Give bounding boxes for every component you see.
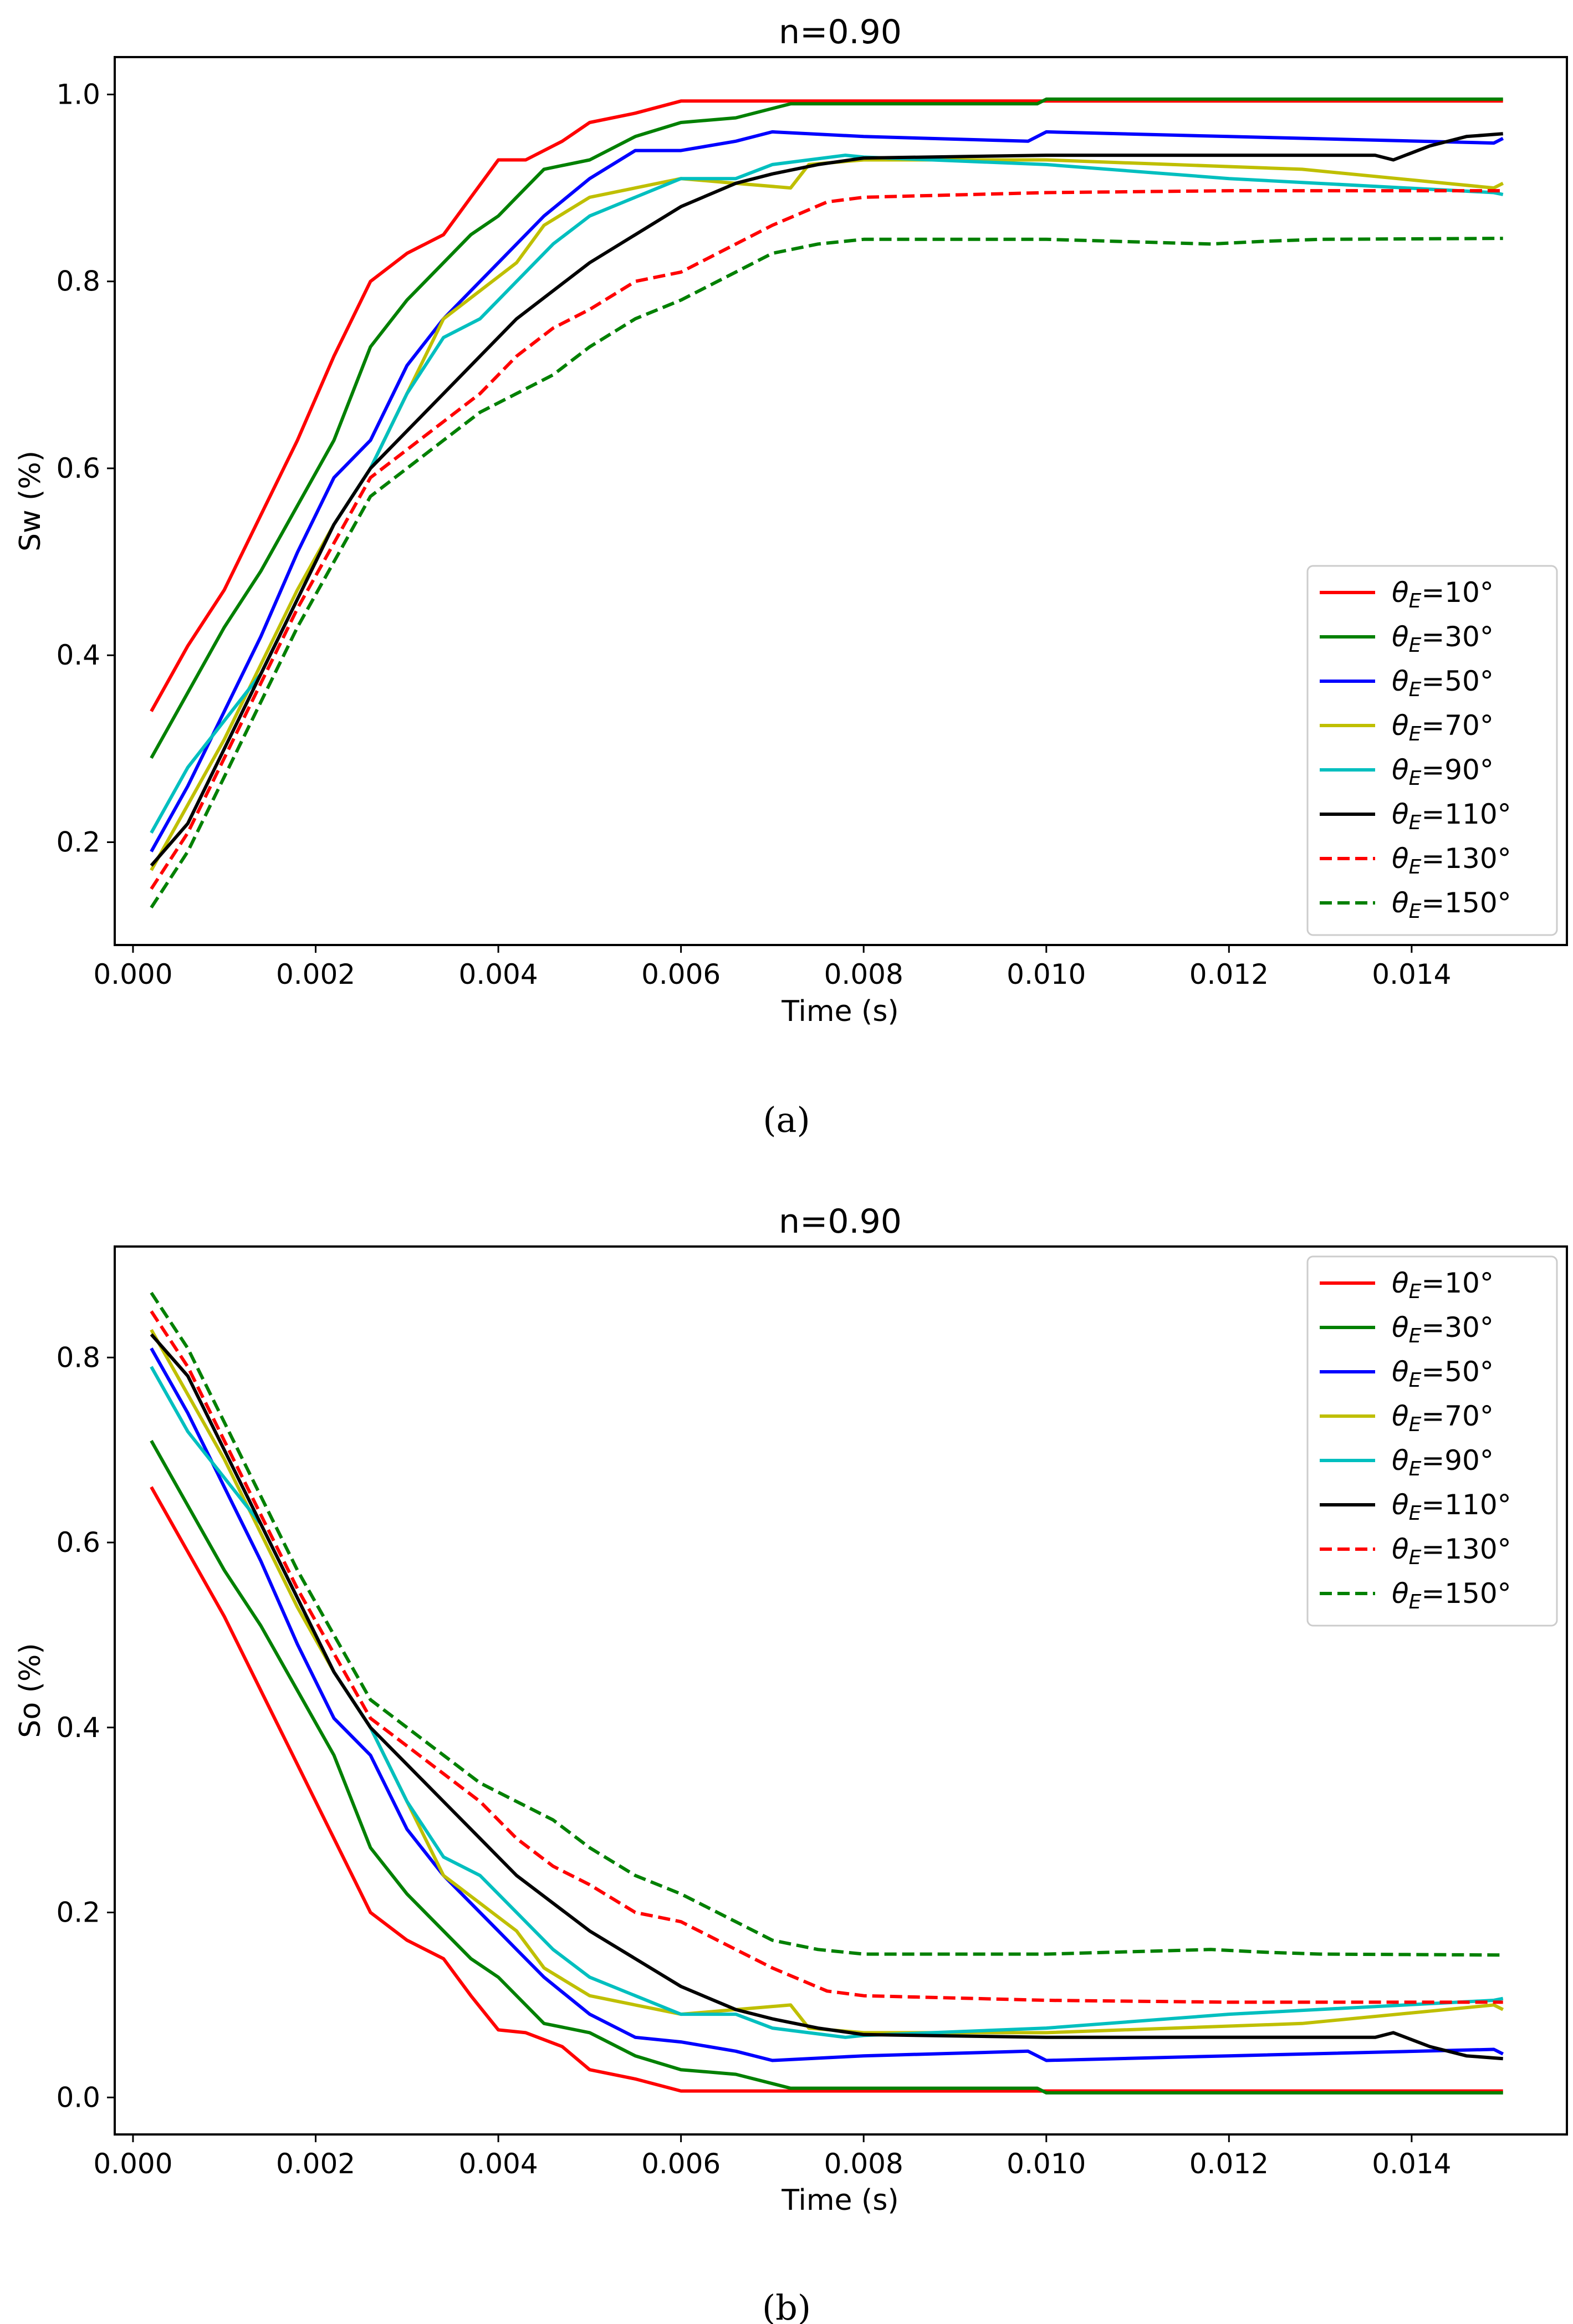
- legend-label: θE=30°: [1392, 621, 1494, 657]
- x-tick-label: 0.014: [1372, 958, 1451, 990]
- legend-label: θE=130°: [1392, 842, 1511, 878]
- legend-label: θE=150°: [1392, 887, 1511, 923]
- legend-box: [1306, 1255, 1558, 1627]
- y-tick-label: 0.2: [56, 1897, 100, 1929]
- legend-label: θE=110°: [1392, 798, 1511, 834]
- x-tick-label: 0.014: [1372, 2148, 1451, 2180]
- series-line-6: [150, 132, 1503, 867]
- legend-label: θE=130°: [1392, 1533, 1511, 1569]
- y-tick-label: 0.4: [56, 639, 100, 671]
- series-line-7: [150, 189, 1503, 890]
- y-axis-label: Sw (%): [14, 451, 47, 551]
- legend-label: θE=90°: [1392, 1444, 1494, 1480]
- plot-area: 0.000 0.002 0.004 0.006 0.008 0.010 0.012 0.014…: [56, 78, 1504, 990]
- x-tick-label: 0.008: [824, 2148, 903, 2180]
- x-tick-label: 0.010: [1007, 2148, 1086, 2180]
- legend-label: θE=10°: [1392, 1267, 1494, 1303]
- series-line-8: [150, 1291, 1503, 1957]
- y-axis-label: So (%): [14, 1643, 47, 1738]
- legend: θE=10° θE=30° θE=50° θE=70° θE=90° θE=110° θE=…: [1306, 1255, 1558, 1627]
- legend: θE=10° θE=30° θE=50° θE=70° θE=90° θE=110° θE=…: [1306, 565, 1558, 936]
- x-tick-label: 0.002: [276, 2148, 355, 2180]
- legend-box: [1306, 565, 1558, 936]
- x-axis-label: Time (s): [781, 2184, 898, 2217]
- series-line-3: [150, 130, 1504, 852]
- chart-panel-b: n=0.90 0.000 0.002 0.004 0.006 0.008 0.010 0.0…: [14, 1202, 1568, 2324]
- x-tick-label: 0.004: [459, 958, 538, 990]
- series-line-8: [150, 237, 1503, 909]
- legend-label: θE=50°: [1392, 665, 1494, 701]
- y-tick-label: 1.0: [56, 78, 100, 110]
- x-tick-label: 0.010: [1007, 958, 1086, 990]
- y-tick-label: 0.8: [56, 1341, 100, 1373]
- y-tick-label: 0.8: [56, 265, 100, 298]
- figure-caption: (b): [762, 2287, 811, 2324]
- legend-label: θE=30°: [1392, 1311, 1494, 1347]
- legend-label: θE=50°: [1392, 1356, 1494, 1392]
- x-tick-label: 0.012: [1189, 958, 1269, 990]
- series-line-2: [150, 97, 1503, 759]
- legend-label: θE=150°: [1392, 1577, 1511, 1613]
- y-tick-label: 0.4: [56, 1712, 100, 1744]
- series-line-2: [150, 1439, 1503, 2095]
- series-line-7: [150, 1310, 1503, 2004]
- axes-frame: [114, 1245, 1568, 2136]
- x-axis-label: Time (s): [781, 995, 898, 1028]
- series-line-6: [150, 1333, 1503, 2061]
- x-tick-label: 0.000: [93, 2148, 172, 2180]
- legend-label: θE=10°: [1392, 576, 1494, 612]
- legend-label: θE=110°: [1392, 1489, 1511, 1525]
- y-tick-label: 0.2: [56, 826, 100, 859]
- x-tick-label: 0.004: [459, 2148, 538, 2180]
- figure-caption: (a): [763, 1100, 810, 1140]
- plot-area: 0.000 0.002 0.004 0.006 0.008 0.010 0.012 0.014…: [56, 1291, 1504, 2180]
- chart-title: n=0.90: [779, 1202, 902, 1241]
- x-tick-label: 0.002: [276, 958, 355, 990]
- chart-panel-a: n=0.90 0.000 0.002 0.004 0.006 0.008 0.010 0.0…: [14, 13, 1568, 1140]
- x-tick-label: 0.006: [641, 958, 721, 990]
- series-line-1: [150, 99, 1503, 712]
- legend-label: θE=90°: [1392, 754, 1494, 790]
- y-tick-label: 0.6: [56, 1526, 100, 1559]
- y-tick-label: 0.0: [56, 2081, 100, 2113]
- series-line-3: [150, 1347, 1504, 2062]
- y-tick-label: 0.6: [56, 452, 100, 484]
- legend-label: θE=70°: [1392, 1400, 1494, 1436]
- legend-label: θE=70°: [1392, 709, 1494, 745]
- x-tick-label: 0.008: [824, 958, 903, 990]
- series-line-1: [150, 1486, 1503, 2093]
- x-tick-label: 0.000: [93, 958, 172, 990]
- axes-frame: [114, 56, 1568, 946]
- chart-title: n=0.90: [779, 13, 902, 52]
- x-tick-label: 0.006: [641, 2148, 721, 2180]
- x-tick-label: 0.012: [1189, 2148, 1269, 2180]
